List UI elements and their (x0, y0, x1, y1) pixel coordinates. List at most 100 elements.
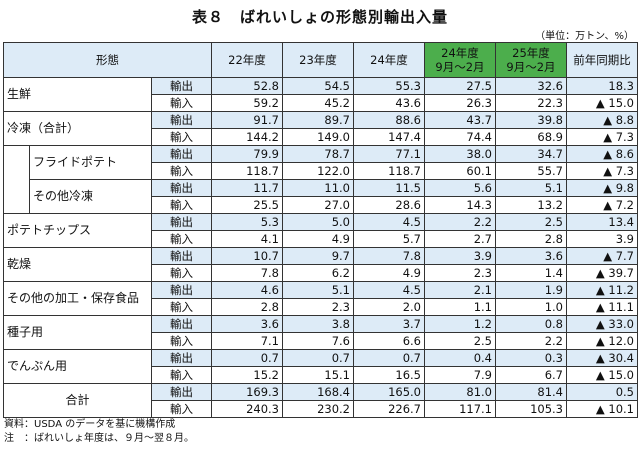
cell-yoy: ▲ 8.8 (566, 111, 638, 129)
cell-fy25-period: 68.9 (495, 128, 567, 146)
row-type: 輸入 (151, 162, 212, 180)
cell-fy25-period: 2.2 (495, 332, 567, 350)
cell-fy23: 89.7 (282, 111, 354, 129)
cell-fy23: 149.0 (282, 128, 354, 146)
cell-fy22: 11.7 (211, 179, 283, 197)
cell-fy24: 16.5 (353, 366, 425, 384)
cell-fy24: 88.6 (353, 111, 425, 129)
header-row: 形態 22年度 23年度 24年度 24年度 9月～2月 25年度 9月～2月 … (3, 42, 638, 78)
row-category: 生鮮 (3, 77, 152, 112)
cell-yoy: ▲ 7.2 (566, 196, 638, 214)
table-row: その他の加工・保存食品 輸出 4.6 5.1 4.5 2.1 1.9 ▲ 11.… (3, 281, 638, 316)
cell-fy22: 0.7 (211, 349, 283, 367)
table-row: 乾燥 輸出 10.7 9.7 7.8 3.9 3.6 ▲ 7.7 (3, 247, 638, 282)
cell-fy24: 6.6 (353, 332, 425, 350)
cell-fy23: 78.7 (282, 145, 354, 163)
cell-yoy: ▲ 12.0 (566, 332, 638, 350)
row-category: その他の加工・保存食品 (3, 281, 152, 316)
cell-fy23: 5.0 (282, 213, 354, 231)
cell-fy23: 0.7 (282, 349, 354, 367)
cell-fy24-period: 38.0 (424, 145, 496, 163)
cell-fy23: 6.2 (282, 264, 354, 282)
footnote: 注 ：ばれいしょ年度は、９月～翌８月。 (4, 433, 194, 444)
cell-fy25-period: 1.0 (495, 298, 567, 316)
table-row: でんぷん用 輸出 0.7 0.7 0.7 0.4 0.3 ▲ 30.4 (3, 349, 638, 384)
header-fy25-period-line2: 9月～2月 (506, 60, 556, 74)
table-row: 輸入 4.1 4.9 5.7 2.7 2.8 3.9 (4, 230, 638, 248)
row-type: 輸入 (151, 400, 212, 418)
row-category-total: 合計 (3, 383, 152, 418)
cell-fy23: 4.9 (282, 230, 354, 248)
cell-fy24: 3.7 (353, 315, 425, 333)
cell-yoy: ▲ 30.4 (566, 349, 638, 367)
table-row: 輸入 7.8 6.2 4.9 2.3 1.4 ▲ 39.7 (4, 264, 638, 282)
table-row: 輸入 2.8 2.3 2.0 1.1 1.0 ▲ 11.1 (4, 298, 638, 316)
cell-fy25-period: 55.7 (495, 162, 567, 180)
cell-fy24: 55.3 (353, 77, 425, 95)
row-type: 輸出 (151, 383, 212, 401)
cell-fy24-period: 7.9 (424, 366, 496, 384)
row-type: 輸出 (151, 77, 212, 95)
cell-fy25-period: 105.3 (495, 400, 567, 418)
row-subcategory: その他冷凍 (29, 179, 152, 214)
cell-fy24-period: 2.1 (424, 281, 496, 299)
cell-yoy: 13.4 (566, 213, 638, 231)
cell-yoy: 18.3 (566, 77, 638, 95)
row-category: 乾燥 (3, 247, 152, 282)
row-type: 輸入 (151, 332, 212, 350)
cell-fy23: 45.2 (282, 94, 354, 112)
cell-fy24: 11.5 (353, 179, 425, 197)
cell-fy24: 4.5 (353, 281, 425, 299)
cell-yoy: ▲ 15.0 (566, 94, 638, 112)
cell-fy25-period: 39.8 (495, 111, 567, 129)
cell-yoy: ▲ 11.1 (566, 298, 638, 316)
cell-fy24-period: 5.6 (424, 179, 496, 197)
row-type: 輸出 (151, 213, 212, 231)
header-fy24-period-line2: 9月～2月 (435, 60, 485, 74)
cell-yoy: ▲ 9.8 (566, 179, 638, 197)
cell-fy24-period: 26.3 (424, 94, 496, 112)
cell-fy24-period: 74.4 (424, 128, 496, 146)
cell-fy22: 91.7 (211, 111, 283, 129)
cell-fy25-period: 34.7 (495, 145, 567, 163)
table-row: 種子用 輸出 3.6 3.8 3.7 1.2 0.8 ▲ 33.0 (3, 315, 638, 350)
table-notes: 資料：USDA のデータを基に機構作成 注 ：ばれいしょ年度は、９月～翌８月。 (4, 418, 194, 446)
cell-yoy: 3.9 (566, 230, 638, 248)
cell-fy23: 5.1 (282, 281, 354, 299)
cell-fy22: 2.8 (211, 298, 283, 316)
cell-yoy: ▲ 7.3 (566, 128, 638, 146)
potato-trade-table: 形態 22年度 23年度 24年度 24年度 9月～2月 25年度 9月～2月 … (3, 42, 638, 418)
cell-fy25-period: 2.5 (495, 213, 567, 231)
cell-fy23: 3.8 (282, 315, 354, 333)
cell-fy23: 7.6 (282, 332, 354, 350)
cell-fy23: 54.5 (282, 77, 354, 95)
indent-cell (3, 145, 30, 214)
row-type: 輸入 (151, 196, 212, 214)
row-type: 輸出 (151, 145, 212, 163)
table-row: 輸入 25.5 27.0 28.6 14.3 13.2 ▲ 7.2 (4, 196, 638, 214)
row-category: ポテトチップス (3, 213, 152, 248)
cell-yoy: ▲ 15.0 (566, 366, 638, 384)
row-category: 種子用 (3, 315, 152, 350)
cell-fy23: 2.3 (282, 298, 354, 316)
row-type: 輸出 (151, 315, 212, 333)
cell-fy25-period: 0.8 (495, 315, 567, 333)
header-category: 形態 (3, 42, 212, 78)
cell-fy22: 240.3 (211, 400, 283, 418)
header-fy25-period: 25年度 9月～2月 (495, 42, 567, 78)
cell-fy24-period: 27.5 (424, 77, 496, 95)
header-fy22: 22年度 (211, 42, 283, 78)
cell-fy24: 5.7 (353, 230, 425, 248)
cell-fy24-period: 60.1 (424, 162, 496, 180)
unit-label: （単位：万トン、%） (535, 31, 634, 42)
cell-fy24: 77.1 (353, 145, 425, 163)
cell-fy22: 10.7 (211, 247, 283, 265)
table-row: 冷凍（合計） 輸出 91.7 89.7 88.6 43.7 39.8 ▲ 8.8 (3, 111, 638, 146)
row-type: 輸入 (151, 128, 212, 146)
cell-fy25-period: 81.4 (495, 383, 567, 401)
cell-fy22: 169.3 (211, 383, 283, 401)
cell-fy25-period: 22.3 (495, 94, 567, 112)
row-type: 輸出 (151, 179, 212, 197)
cell-fy24: 165.0 (353, 383, 425, 401)
header-fy25-period-line1: 25年度 (512, 46, 550, 60)
